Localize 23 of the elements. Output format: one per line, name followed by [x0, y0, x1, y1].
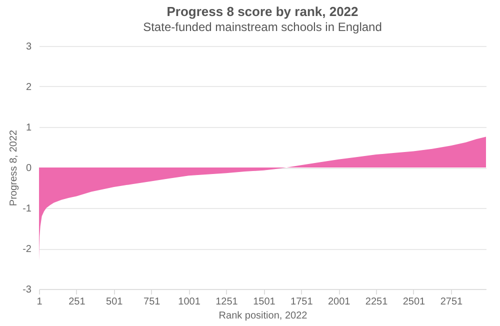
y-axis-title: Progress 8, 2022	[8, 129, 20, 206]
y-tick-label: 3	[26, 42, 32, 52]
x-tick-label: 2501	[402, 296, 426, 308]
chart-title: Progress 8 score by rank, 2022	[166, 4, 358, 19]
y-tick-label: -1	[22, 204, 32, 214]
x-tick-label: 1751	[290, 296, 314, 308]
x-tick-label: 2251	[365, 296, 388, 308]
chart-subtitle: State-funded mainstream schools in England	[143, 20, 382, 34]
y-tick-label: 0	[26, 163, 32, 174]
x-tick-label: 751	[144, 296, 161, 308]
x-tick-label: 501	[106, 296, 124, 308]
x-axis-title: Rank position, 2022	[218, 310, 308, 322]
x-tick-label: 1501	[253, 296, 276, 308]
y-tick-label: -2	[22, 244, 32, 255]
x-tick-label: 251	[68, 296, 86, 308]
x-tick-label: 1251	[216, 296, 238, 308]
y-tick-label: 1	[26, 122, 32, 134]
x-tick-label: 1	[36, 296, 43, 308]
x-tick-label: 2751	[440, 296, 464, 308]
x-tick-label: 1001	[178, 296, 201, 308]
x-tick-label: 2001	[328, 296, 351, 308]
y-tick-label: -3	[22, 284, 32, 296]
y-tick-label: 2	[26, 82, 32, 93]
